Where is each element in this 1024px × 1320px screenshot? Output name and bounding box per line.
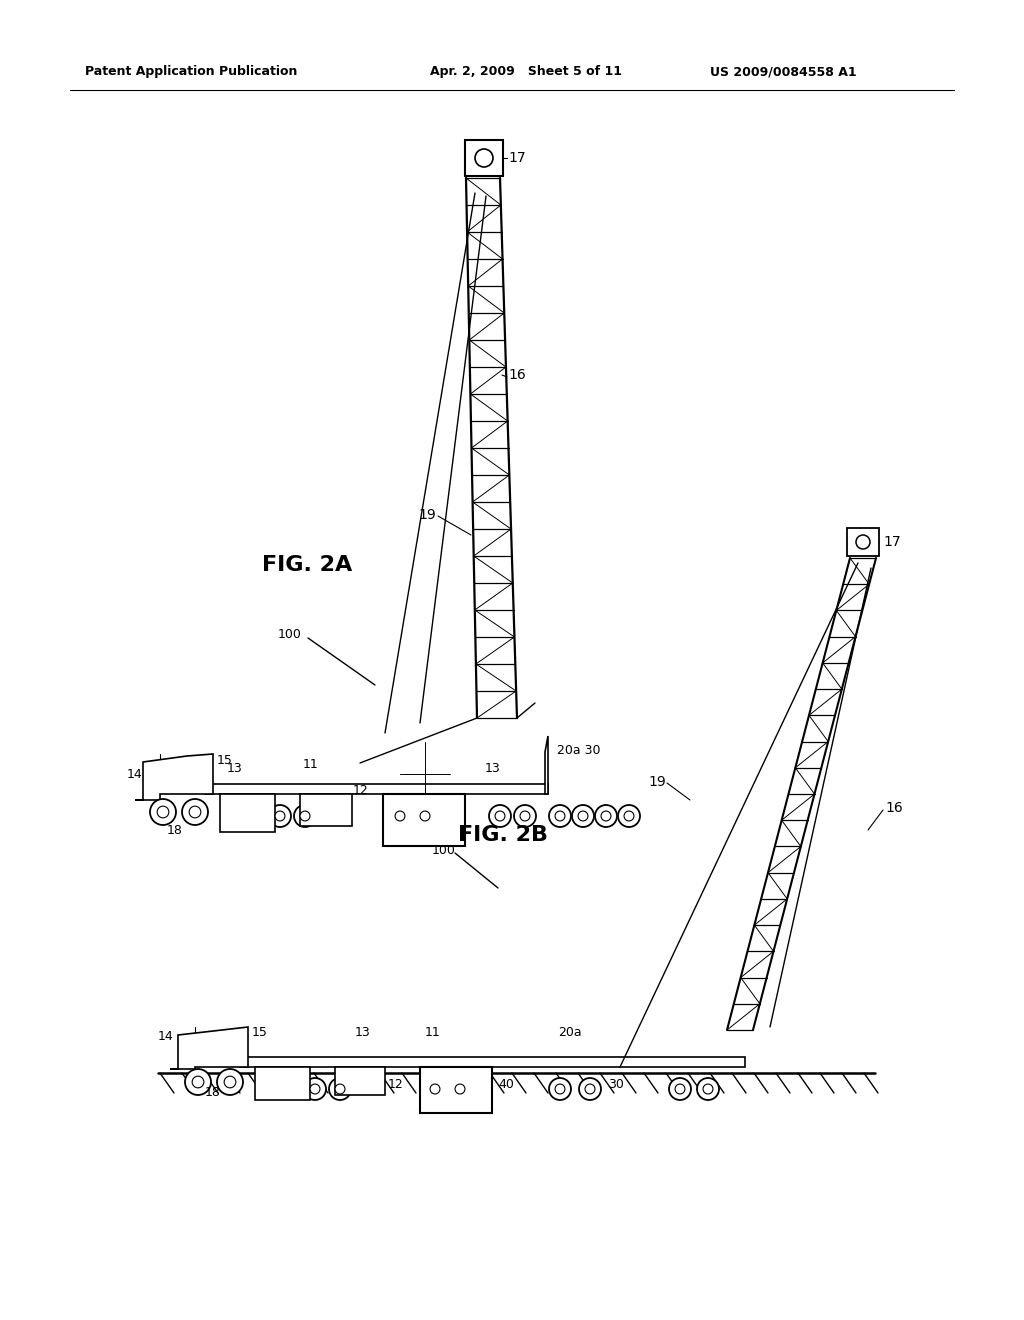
Circle shape (669, 1078, 691, 1100)
Text: 11: 11 (303, 758, 318, 771)
Circle shape (424, 1078, 446, 1100)
Circle shape (601, 810, 611, 821)
Text: 12: 12 (353, 784, 369, 796)
Circle shape (185, 1069, 211, 1096)
Text: 13: 13 (355, 1027, 371, 1040)
Text: Apr. 2, 2009   Sheet 5 of 11: Apr. 2, 2009 Sheet 5 of 11 (430, 66, 622, 78)
Bar (300, 795, 352, 826)
Text: 16: 16 (508, 368, 525, 381)
Text: 19: 19 (648, 775, 666, 789)
Circle shape (856, 535, 870, 549)
Bar (420, 1067, 492, 1113)
Circle shape (275, 810, 285, 821)
Circle shape (294, 805, 316, 828)
Text: 17: 17 (883, 535, 901, 549)
Circle shape (555, 1084, 565, 1094)
Text: 11: 11 (425, 1027, 440, 1040)
Text: 12: 12 (388, 1078, 403, 1092)
Circle shape (489, 805, 511, 828)
Circle shape (549, 805, 571, 828)
Text: FIG. 2A: FIG. 2A (262, 554, 352, 576)
Circle shape (430, 1084, 440, 1094)
Bar (240, 1057, 745, 1067)
Text: 40: 40 (498, 1078, 514, 1092)
Text: 14: 14 (127, 767, 142, 780)
Bar (220, 795, 275, 832)
Circle shape (572, 805, 594, 828)
Circle shape (595, 805, 617, 828)
Circle shape (182, 799, 208, 825)
Circle shape (150, 799, 176, 825)
Circle shape (157, 807, 169, 818)
Text: 13: 13 (485, 762, 501, 775)
Circle shape (189, 807, 201, 818)
Text: 100: 100 (432, 843, 456, 857)
Bar (383, 795, 465, 846)
Text: 20a: 20a (558, 1027, 582, 1040)
Text: 15: 15 (217, 754, 232, 767)
Circle shape (304, 1078, 326, 1100)
Circle shape (675, 1084, 685, 1094)
Circle shape (193, 1076, 204, 1088)
Text: 19: 19 (418, 508, 436, 521)
Text: 18: 18 (167, 824, 183, 837)
Circle shape (579, 810, 588, 821)
Circle shape (389, 805, 411, 828)
Text: 30: 30 (608, 1078, 624, 1092)
Bar (847, 528, 879, 556)
Text: 100: 100 (278, 628, 302, 642)
Circle shape (585, 1084, 595, 1094)
Bar (335, 1067, 385, 1096)
Text: 17: 17 (508, 150, 525, 165)
Circle shape (514, 805, 536, 828)
Circle shape (217, 1069, 243, 1096)
Text: 16: 16 (885, 801, 903, 814)
Text: 20a 30: 20a 30 (557, 743, 600, 756)
Circle shape (414, 805, 436, 828)
Polygon shape (135, 754, 213, 800)
Circle shape (335, 1084, 345, 1094)
Polygon shape (170, 1027, 248, 1069)
Circle shape (329, 1078, 351, 1100)
Circle shape (475, 149, 493, 168)
Circle shape (224, 1076, 236, 1088)
Circle shape (520, 810, 530, 821)
Circle shape (549, 1078, 571, 1100)
Circle shape (624, 810, 634, 821)
Circle shape (300, 810, 310, 821)
Text: 14: 14 (158, 1031, 174, 1044)
Text: 15: 15 (252, 1027, 268, 1040)
Circle shape (618, 805, 640, 828)
Circle shape (703, 1084, 713, 1094)
Circle shape (420, 810, 430, 821)
Circle shape (395, 810, 404, 821)
Bar (255, 1067, 310, 1100)
Circle shape (579, 1078, 601, 1100)
Bar (465, 140, 503, 176)
Text: Patent Application Publication: Patent Application Publication (85, 66, 297, 78)
Circle shape (449, 1078, 471, 1100)
Circle shape (555, 810, 565, 821)
Text: 13: 13 (227, 762, 243, 775)
Circle shape (310, 1084, 319, 1094)
Text: FIG. 2B: FIG. 2B (458, 825, 548, 845)
Text: US 2009/0084558 A1: US 2009/0084558 A1 (710, 66, 857, 78)
Circle shape (697, 1078, 719, 1100)
Bar (205, 784, 548, 795)
Text: 18: 18 (205, 1086, 221, 1100)
Circle shape (495, 810, 505, 821)
Circle shape (455, 1084, 465, 1094)
Polygon shape (545, 737, 548, 795)
Circle shape (269, 805, 291, 828)
